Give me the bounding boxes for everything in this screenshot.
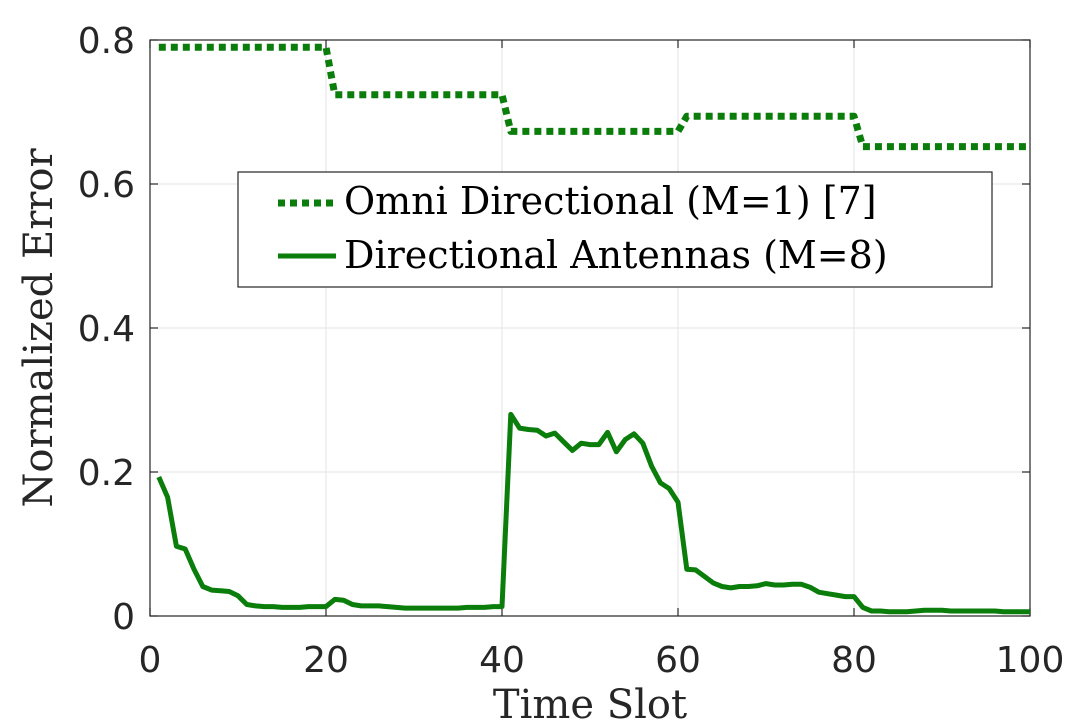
y-tick-labels: 0 0.2 0.4 0.6 0.8: [78, 21, 135, 638]
x-tick-label: 0: [139, 640, 162, 681]
x-tick-label: 80: [831, 640, 877, 681]
legend-box: [237, 171, 993, 288]
y-tick-label: 0.4: [78, 309, 135, 350]
series-layer: [156, 43, 1030, 615]
y-tick-label: 0.6: [78, 165, 135, 206]
x-tick-labels: 0 20 40 60 80 100: [139, 640, 1065, 681]
y-tick-label: 0.2: [78, 453, 135, 494]
legend-label-omni: Omni Directional (M=1) [7]: [344, 179, 877, 223]
x-axis-label: Time Slot: [493, 682, 687, 726]
x-tick-label: 40: [479, 640, 525, 681]
series-line-0: [158, 43, 1030, 151]
y-tick-label: 0.8: [78, 21, 135, 62]
y-axis-label: Normalized Error: [16, 147, 62, 507]
y-tick-label: 0: [112, 597, 135, 638]
grid: [149, 39, 1031, 617]
legend-label-directional: Directional Antennas (M=8): [344, 233, 888, 277]
series-line-1: [156, 411, 1030, 615]
x-tick-label: 60: [655, 640, 701, 681]
x-tick-label: 100: [996, 640, 1065, 681]
x-tick-label: 20: [303, 640, 349, 681]
legend: Omni Directional (M=1) [7] Directional A…: [237, 171, 993, 288]
